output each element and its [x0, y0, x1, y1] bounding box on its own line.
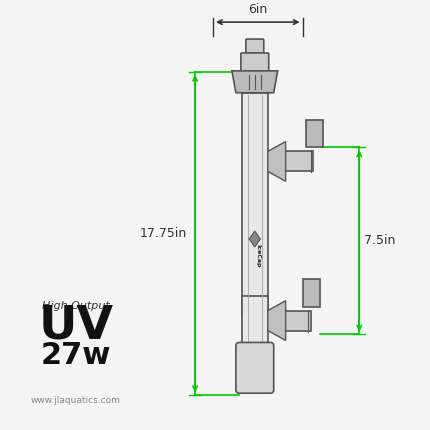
- Text: UV: UV: [38, 303, 113, 348]
- FancyBboxPatch shape: [246, 39, 264, 53]
- Bar: [242, 93, 268, 316]
- Bar: [303, 279, 320, 307]
- Bar: [306, 120, 323, 147]
- Polygon shape: [268, 301, 286, 341]
- Polygon shape: [232, 71, 278, 93]
- FancyBboxPatch shape: [236, 342, 274, 393]
- Text: 6in: 6in: [248, 3, 267, 16]
- Polygon shape: [249, 231, 260, 247]
- Text: 27w: 27w: [40, 341, 111, 370]
- Bar: [242, 296, 268, 345]
- Text: www.jlaquatics.com: www.jlaquatics.com: [31, 396, 121, 405]
- Text: High Output: High Output: [42, 301, 110, 310]
- Text: IceCap: IceCap: [255, 244, 260, 267]
- Polygon shape: [268, 151, 313, 171]
- Bar: [244, 296, 266, 316]
- Polygon shape: [268, 141, 286, 181]
- Text: 7.5in: 7.5in: [364, 234, 396, 248]
- FancyBboxPatch shape: [241, 53, 269, 71]
- Polygon shape: [268, 310, 310, 331]
- Text: 17.75in: 17.75in: [140, 227, 187, 240]
